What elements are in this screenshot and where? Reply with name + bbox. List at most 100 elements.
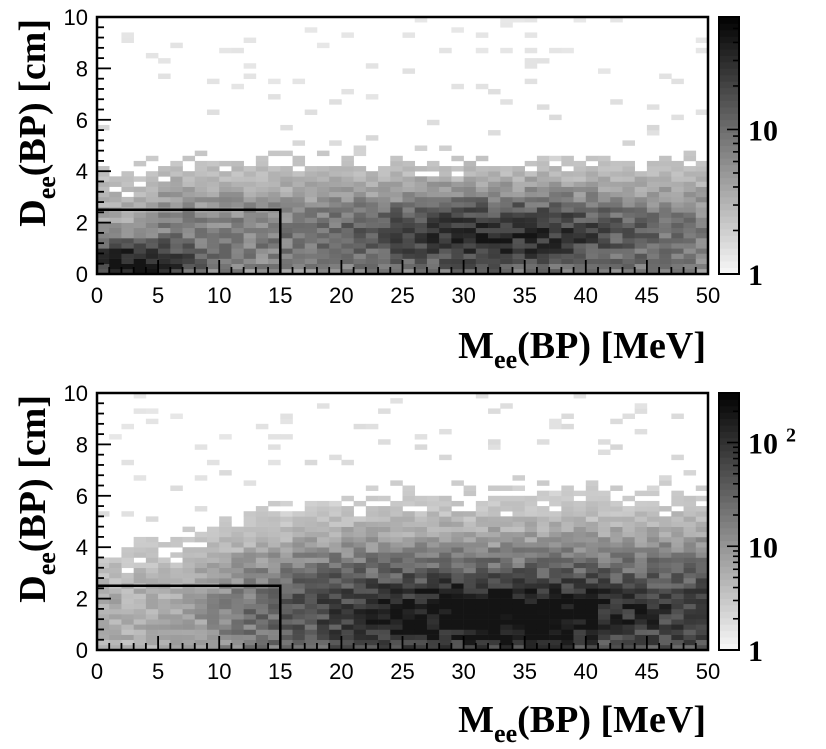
heatmap-cell <box>329 196 342 203</box>
heatmap-cell <box>659 176 672 182</box>
heatmap-cell <box>475 562 489 569</box>
heatmap-cell <box>390 243 403 249</box>
colorbar-step <box>719 216 739 224</box>
heatmap-cell <box>524 521 538 527</box>
heatmap-cell <box>353 186 367 193</box>
heatmap-cell <box>549 490 562 497</box>
heatmap-cell <box>414 243 428 249</box>
heatmap-cell <box>598 536 611 543</box>
heatmap-cell <box>402 227 416 234</box>
heatmap-cell <box>170 232 183 239</box>
heatmap-cell <box>671 196 684 203</box>
heatmap-cell <box>402 567 416 574</box>
heatmap-cell <box>292 583 306 589</box>
heatmap-cell <box>561 516 574 522</box>
heatmap-cell <box>524 511 538 517</box>
heatmap-cell <box>353 547 367 553</box>
heatmap-cell <box>268 531 281 538</box>
heatmap-cell <box>622 263 635 270</box>
heatmap-cell <box>573 634 587 641</box>
heatmap-cell <box>598 593 611 599</box>
heatmap-cell <box>243 593 257 599</box>
heatmap-cell <box>512 511 525 517</box>
heatmap-cell <box>304 171 318 177</box>
heatmap-cell <box>414 511 428 517</box>
heatmap-cell <box>671 495 684 502</box>
heatmap-cell <box>243 511 257 517</box>
heatmap-cell <box>622 572 635 579</box>
heatmap-cell <box>549 603 562 610</box>
colorbar-step <box>719 393 739 400</box>
heatmap-cell <box>598 562 611 569</box>
heatmap-cell <box>683 217 697 223</box>
heatmap-cell <box>536 253 550 259</box>
heatmap-cell <box>292 593 306 599</box>
heatmap-cell <box>255 547 269 553</box>
heatmap-cell <box>439 521 452 527</box>
heatmap-cell <box>585 232 599 239</box>
heatmap-cell <box>585 583 599 589</box>
heatmap-cell <box>280 268 293 275</box>
heatmap-cell <box>426 207 440 213</box>
heatmap-cell <box>378 619 391 625</box>
heatmap-cell <box>695 485 709 491</box>
heatmap-cell <box>475 268 489 275</box>
heatmap-cell <box>414 248 428 254</box>
heatmap-cell <box>512 552 525 558</box>
heatmap-cell <box>268 191 281 198</box>
heatmap-cell <box>536 232 550 239</box>
heatmap-cell <box>365 562 379 569</box>
heatmap-cell <box>170 588 183 594</box>
heatmap-cell <box>182 248 196 254</box>
heatmap-cell <box>585 222 599 229</box>
heatmap-cell <box>646 207 660 213</box>
heatmap-cell <box>158 217 171 223</box>
heatmap-cell <box>463 567 477 574</box>
heatmap-cell <box>329 500 342 507</box>
heatmap-cell <box>170 171 183 177</box>
heatmap-cell <box>610 536 623 543</box>
heatmap-cell <box>426 552 440 558</box>
heatmap-cell <box>573 593 587 599</box>
heatmap-cell <box>109 624 122 630</box>
heatmap-cell <box>316 603 330 610</box>
heatmap-cell <box>255 521 269 527</box>
heatmap-cell <box>268 536 281 543</box>
heatmap-cell <box>402 202 416 208</box>
heatmap-cell <box>475 557 489 563</box>
heatmap-cell <box>573 227 587 234</box>
heatmap-cell <box>598 68 611 74</box>
heatmap-cell <box>145 202 159 208</box>
heatmap-cell <box>536 583 550 589</box>
heatmap-cell <box>646 547 660 553</box>
heatmap-cell <box>158 238 171 244</box>
heatmap-cell <box>475 567 489 574</box>
colorbar-step <box>719 235 739 243</box>
heatmap-cell <box>365 552 379 558</box>
heatmap-cell <box>353 644 367 651</box>
heatmap-cell <box>194 253 208 259</box>
heatmap-cell <box>133 619 147 625</box>
heatmap-cell <box>610 547 623 553</box>
heatmap-cell <box>292 552 306 558</box>
heatmap-cell <box>219 434 232 440</box>
heatmap-cell <box>206 181 220 187</box>
heatmap-cell <box>158 634 171 641</box>
heatmap-cell <box>488 619 501 625</box>
heatmap-cell <box>109 191 122 198</box>
heatmap-cell <box>659 526 672 533</box>
heatmap-cell <box>451 588 464 594</box>
heatmap-cell <box>683 639 697 646</box>
heatmap-cell <box>463 603 477 610</box>
heatmap-cell <box>512 202 525 208</box>
heatmap-cell <box>145 603 159 610</box>
heatmap-cell <box>549 531 562 538</box>
heatmap-cell <box>463 217 477 223</box>
heatmap-cell <box>231 263 244 270</box>
heatmap-cell <box>549 562 562 569</box>
heatmap-cell <box>585 608 599 615</box>
heatmap-cell <box>402 253 416 259</box>
heatmap-cell <box>659 521 672 527</box>
heatmap-cell <box>378 572 391 579</box>
heatmap-cell <box>414 166 428 172</box>
